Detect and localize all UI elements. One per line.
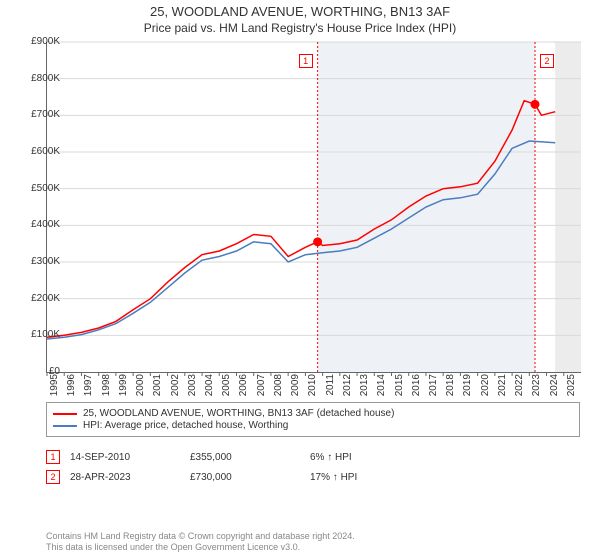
x-tick-label: 2024 [549,374,560,404]
x-tick-label: 2013 [359,374,370,404]
y-tick-label: £100K [16,329,60,340]
x-tick-label: 2008 [273,374,284,404]
chart-title: 25, WOODLAND AVENUE, WORTHING, BN13 3AF [0,4,600,19]
sale-date: 28-APR-2023 [70,472,180,483]
y-tick-label: £400K [16,219,60,230]
event-marker-1: 1 [299,54,313,68]
x-tick-label: 2016 [411,374,422,404]
legend-swatch [53,413,77,415]
sale-row-1: 1 14-SEP-2010 £355,000 6% ↑ HPI [46,450,566,464]
x-tick-label: 2000 [135,374,146,404]
x-tick-label: 2006 [238,374,249,404]
x-tick-label: 2018 [445,374,456,404]
y-tick-label: £700K [16,109,60,120]
x-tick-label: 2010 [307,374,318,404]
y-tick-label: £200K [16,293,60,304]
sale-marker-box: 2 [46,470,60,484]
y-tick-label: £500K [16,183,60,194]
x-tick-label: 2022 [514,374,525,404]
x-tick-label: 2023 [531,374,542,404]
x-tick-label: 2005 [221,374,232,404]
footer-line-2: This data is licensed under the Open Gov… [46,542,355,554]
x-tick-label: 2002 [170,374,181,404]
sale-delta: 6% ↑ HPI [310,452,420,463]
x-tick-label: 1999 [118,374,129,404]
x-tick-label: 2003 [187,374,198,404]
y-tick-label: £800K [16,73,60,84]
sale-price: £730,000 [190,472,300,483]
x-tick-label: 2021 [497,374,508,404]
y-tick-label: £300K [16,256,60,267]
legend-row: 25, WOODLAND AVENUE, WORTHING, BN13 3AF … [53,408,573,419]
sale-price: £355,000 [190,452,300,463]
chart-plot-area [46,42,581,373]
event-marker-2: 2 [540,54,554,68]
sales-table: 1 14-SEP-2010 £355,000 6% ↑ HPI 2 28-APR-2023… [46,444,566,484]
x-tick-label: 2025 [566,374,577,404]
x-tick-label: 2009 [290,374,301,404]
x-tick-label: 1996 [66,374,77,404]
sale-date: 14-SEP-2010 [70,452,180,463]
x-tick-label: 2015 [394,374,405,404]
sale-delta: 17% ↑ HPI [310,472,420,483]
sale-row-2: 2 28-APR-2023 £730,000 17% ↑ HPI [46,470,566,484]
sale-marker-box: 1 [46,450,60,464]
legend-row: HPI: Average price, detached house, Wort… [53,420,573,431]
x-tick-label: 2019 [462,374,473,404]
x-tick-label: 1995 [49,374,60,404]
x-tick-label: 2012 [342,374,353,404]
legend-label: 25, WOODLAND AVENUE, WORTHING, BN13 3AF … [83,408,394,419]
attribution-footer: Contains HM Land Registry data © Crown c… [46,531,355,554]
legend-label: HPI: Average price, detached house, Wort… [83,420,288,431]
legend: 25, WOODLAND AVENUE, WORTHING, BN13 3AF … [46,402,580,437]
x-tick-label: 1997 [83,374,94,404]
x-tick-label: 2001 [152,374,163,404]
x-tick-label: 2014 [376,374,387,404]
y-tick-label: £600K [16,146,60,157]
x-tick-label: 1998 [101,374,112,404]
y-tick-label: £900K [16,36,60,47]
x-tick-label: 2007 [256,374,267,404]
x-tick-label: 2004 [204,374,215,404]
x-tick-label: 2011 [325,374,336,404]
chart-subtitle: Price paid vs. HM Land Registry's House … [0,21,600,35]
x-tick-label: 2020 [480,374,491,404]
chart-svg [47,42,581,372]
footer-line-1: Contains HM Land Registry data © Crown c… [46,531,355,543]
x-tick-label: 2017 [428,374,439,404]
legend-swatch [53,425,77,427]
